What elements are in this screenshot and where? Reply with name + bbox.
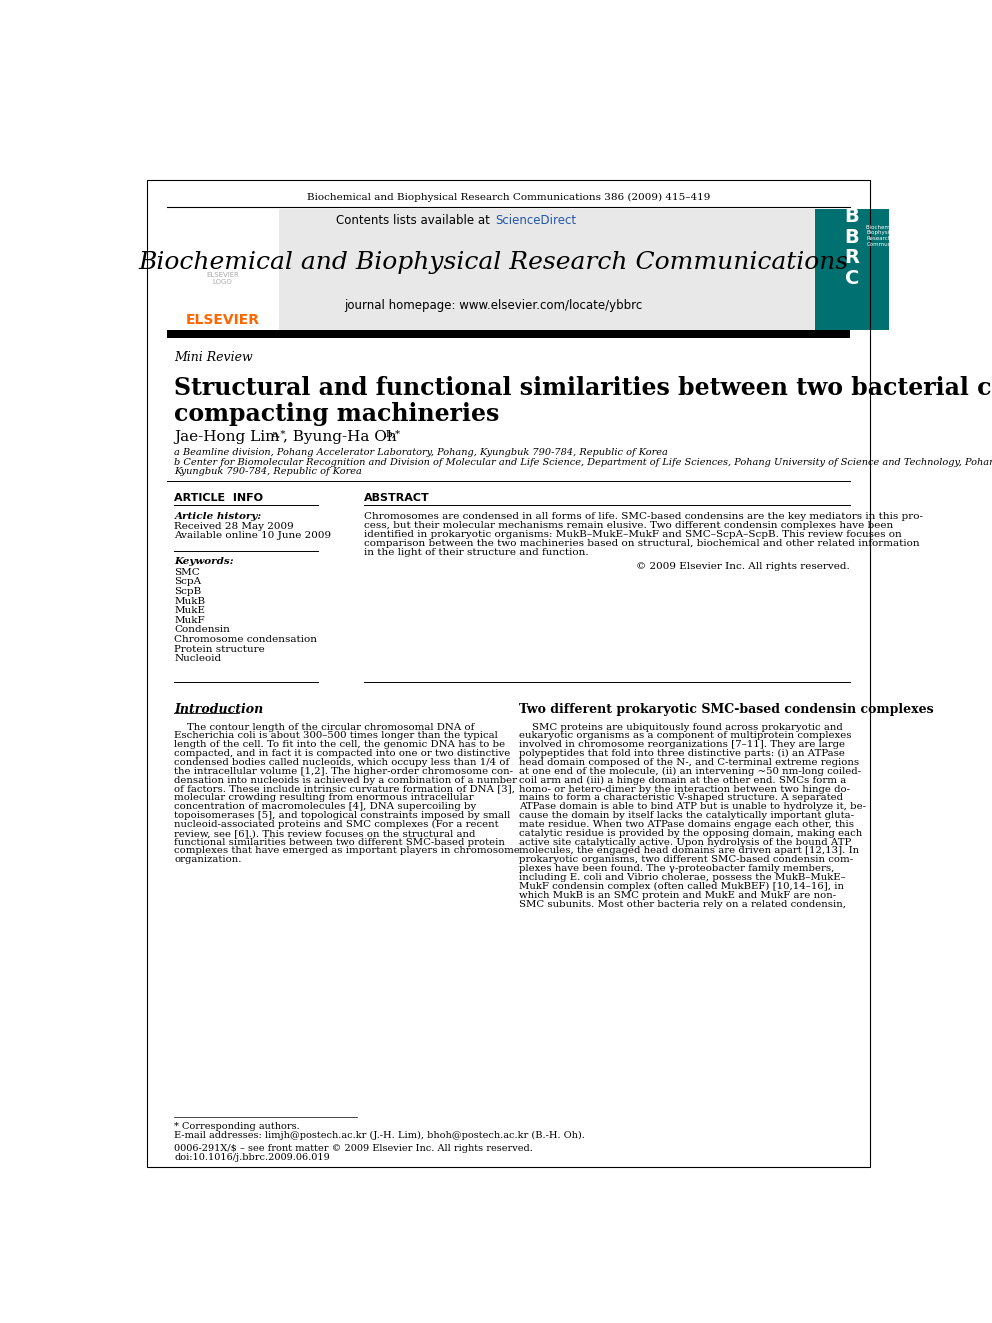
Text: Escherichia coli is about 300–500 times longer than the typical: Escherichia coli is about 300–500 times … [175,732,498,741]
Text: Biochemical and Biophysical Research Communications: Biochemical and Biophysical Research Com… [139,251,849,274]
Text: ABSTRACT: ABSTRACT [364,492,430,503]
Text: ScpB: ScpB [175,587,201,595]
Text: of factors. These include intrinsic curvature formation of DNA [3],: of factors. These include intrinsic curv… [175,785,516,794]
Text: Protein structure: Protein structure [175,644,265,654]
Text: functional similarities between two different SMC-based protein: functional similarities between two diff… [175,837,505,847]
Text: MukE: MukE [175,606,205,615]
Text: Biochemical and Biophysical Research Communications 386 (2009) 415–419: Biochemical and Biophysical Research Com… [307,193,710,202]
Text: which MukB is an SMC protein and MukE and MukF are non-: which MukB is an SMC protein and MukE an… [519,890,836,900]
Text: plexes have been found. The γ-proteobacter family members,: plexes have been found. The γ-proteobact… [519,864,834,873]
Text: MukF condensin complex (often called MukBEF) [10,14–16], in: MukF condensin complex (often called Muk… [519,882,844,890]
Text: ScienceDirect: ScienceDirect [495,214,576,226]
Text: Received 28 May 2009: Received 28 May 2009 [175,521,294,531]
Text: , Byung-Ha Oh: , Byung-Ha Oh [283,430,397,445]
Text: Kyungbuk 790-784, Republic of Korea: Kyungbuk 790-784, Republic of Korea [175,467,362,476]
Text: MukB: MukB [175,597,205,606]
Text: polypeptides that fold into three distinctive parts: (i) an ATPase: polypeptides that fold into three distin… [519,749,845,758]
Text: ATPase domain is able to bind ATP but is unable to hydrolyze it, be-: ATPase domain is able to bind ATP but is… [519,802,866,811]
Bar [815,209,889,329]
Text: active site catalytically active. Upon hydrolysis of the bound ATP: active site catalytically active. Upon h… [519,837,851,847]
Text: Article history:: Article history: [175,512,262,520]
Text: the intracellular volume [1,2]. The higher-order chromosome con-: the intracellular volume [1,2]. The high… [175,767,514,775]
Text: ScpA: ScpA [175,577,201,586]
Text: condensed bodies called nucleoids, which occupy less than 1/4 of: condensed bodies called nucleoids, which… [175,758,510,767]
Text: complexes that have emerged as important players in chromosome: complexes that have emerged as important… [175,847,520,856]
Text: SMC subunits. Most other bacteria rely on a related condensin,: SMC subunits. Most other bacteria rely o… [519,900,846,909]
Text: eukaryotic organisms as a component of multiprotein complexes: eukaryotic organisms as a component of m… [519,732,852,741]
Text: prokaryotic organisms, two different SMC-based condensin com-: prokaryotic organisms, two different SMC… [519,856,853,864]
Text: ARTICLE  INFO: ARTICLE INFO [175,492,263,503]
Text: ELSEVIER: ELSEVIER [186,314,260,328]
Text: review, see [6].). This review focuses on the structural and: review, see [6].). This review focuses o… [175,828,476,837]
Text: E-mail addresses: limjh@postech.ac.kr (J.-H. Lim), bhoh@postech.ac.kr (B.-H. Oh): E-mail addresses: limjh@postech.ac.kr (J… [175,1131,585,1140]
Text: catalytic residue is provided by the opposing domain, making each: catalytic residue is provided by the opp… [519,828,862,837]
Bar [167,209,815,329]
Text: organization.: organization. [175,856,242,864]
Text: * Corresponding authors.: * Corresponding authors. [175,1122,301,1131]
Text: in the light of their structure and function.: in the light of their structure and func… [364,548,589,557]
Text: 0006-291X/$ – see front matter © 2009 Elsevier Inc. All rights reserved.: 0006-291X/$ – see front matter © 2009 El… [175,1143,534,1152]
Text: Introduction: Introduction [175,703,264,716]
Text: Structural and functional similarities between two bacterial chromosome: Structural and functional similarities b… [175,376,992,401]
Text: involved in chromosome reorganizations [7–11]. They are large: involved in chromosome reorganizations [… [519,741,845,749]
Text: a Beamline division, Pohang Accelerator Laboratory, Pohang, Kyungbuk 790-784, Re: a Beamline division, Pohang Accelerator … [175,447,669,456]
Text: Nucleoid: Nucleoid [175,655,221,663]
Text: Chromosomes are condensed in all forms of life. SMC-based condensins are the key: Chromosomes are condensed in all forms o… [364,512,924,520]
Text: Condensin: Condensin [175,626,230,635]
Text: identified in prokaryotic organisms: MukB–MukE–MukF and SMC–ScpA–ScpB. This revi: identified in prokaryotic organisms: Muk… [364,529,902,538]
Text: mate residue. When two ATPase domains engage each other, this: mate residue. When two ATPase domains en… [519,820,854,830]
Text: head domain composed of the N-, and C-terminal extreme regions: head domain composed of the N-, and C-te… [519,758,859,767]
Text: topoisomerases [5], and topological constraints imposed by small: topoisomerases [5], and topological cons… [175,811,511,820]
Text: SMC: SMC [175,568,200,577]
Text: length of the cell. To fit into the cell, the genomic DNA has to be: length of the cell. To fit into the cell… [175,741,506,749]
Text: b,*: b,* [386,430,401,439]
Text: Mini Review: Mini Review [175,351,253,364]
Text: concentration of macromolecules [4], DNA supercoiling by: concentration of macromolecules [4], DNA… [175,802,476,811]
Text: ELSEVIER
LOGO: ELSEVIER LOGO [206,271,239,284]
Text: SMC proteins are ubiquitously found across prokaryotic and: SMC proteins are ubiquitously found acro… [519,722,843,732]
Text: molecular crowding resulting from enormous intracellular: molecular crowding resulting from enormo… [175,794,474,802]
Text: Available online 10 June 2009: Available online 10 June 2009 [175,531,331,540]
Text: The contour length of the circular chromosomal DNA of: The contour length of the circular chrom… [175,722,475,732]
Text: journal homepage: www.elsevier.com/locate/ybbrc: journal homepage: www.elsevier.com/locat… [344,299,643,311]
Text: b Center for Biomolecular Recognition and Division of Molecular and Life Science: b Center for Biomolecular Recognition an… [175,458,992,467]
Text: B
B
R
C: B B R C [844,208,859,287]
Text: compacting machineries: compacting machineries [175,402,500,426]
Text: at one end of the molecule, (ii) an intervening ~50 nm-long coiled-: at one end of the molecule, (ii) an inte… [519,767,861,775]
Text: compacted, and in fact it is compacted into one or two distinctive: compacted, and in fact it is compacted i… [175,749,511,758]
Bar [167,209,279,329]
Text: doi:10.1016/j.bbrc.2009.06.019: doi:10.1016/j.bbrc.2009.06.019 [175,1152,330,1162]
Text: MukF: MukF [175,617,205,624]
Text: Chromosome condensation: Chromosome condensation [175,635,317,644]
Text: mains to form a characteristic V-shaped structure. A separated: mains to form a characteristic V-shaped … [519,794,843,802]
Text: homo- or hetero-dimer by the interaction between two hinge do-: homo- or hetero-dimer by the interaction… [519,785,850,794]
Text: © 2009 Elsevier Inc. All rights reserved.: © 2009 Elsevier Inc. All rights reserved… [637,562,850,572]
Text: nucleoid-associated proteins and SMC complexes (For a recent: nucleoid-associated proteins and SMC com… [175,820,499,830]
Text: Two different prokaryotic SMC-based condensin complexes: Two different prokaryotic SMC-based cond… [519,703,933,716]
Text: Biochemical and
Biophysical
Research
Communications: Biochemical and Biophysical Research Com… [866,225,913,247]
Text: cess, but their molecular mechanisms remain elusive. Two different condensin com: cess, but their molecular mechanisms rem… [364,521,894,529]
Bar [167,329,850,339]
Text: Jae-Hong Lim: Jae-Hong Lim [175,430,280,445]
Text: cause the domain by itself lacks the catalytically important gluta-: cause the domain by itself lacks the cat… [519,811,854,820]
Text: densation into nucleoids is achieved by a combination of a number: densation into nucleoids is achieved by … [175,775,518,785]
Text: including E. coli and Vibrio cholerae, possess the MukB–MukE–: including E. coli and Vibrio cholerae, p… [519,873,846,882]
Text: molecules, the engaged head domains are driven apart [12,13]. In: molecules, the engaged head domains are … [519,847,859,856]
Text: a,*: a,* [271,430,286,439]
Text: Contents lists available at: Contents lists available at [336,214,494,226]
Text: comparison between the two machineries based on structural, biochemical and othe: comparison between the two machineries b… [364,538,920,548]
Text: coil arm and (iii) a hinge domain at the other end. SMCs form a: coil arm and (iii) a hinge domain at the… [519,775,846,785]
Text: Keywords:: Keywords: [175,557,234,566]
